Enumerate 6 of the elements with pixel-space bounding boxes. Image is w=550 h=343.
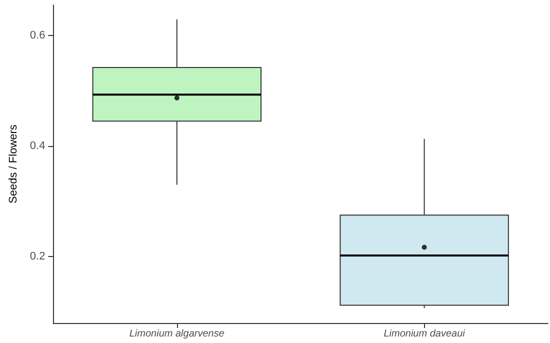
y-axis-title: Seeds / Flowers (8, 124, 20, 204)
x-tick-label: Limonium daveaui (384, 328, 466, 340)
y-tick-label: 0.2 (30, 250, 46, 263)
y-tick-label: 0.6 (30, 29, 46, 42)
x-tick-label: Limonium algarvense (129, 328, 225, 340)
y-tick-label: 0.4 (30, 140, 46, 152)
